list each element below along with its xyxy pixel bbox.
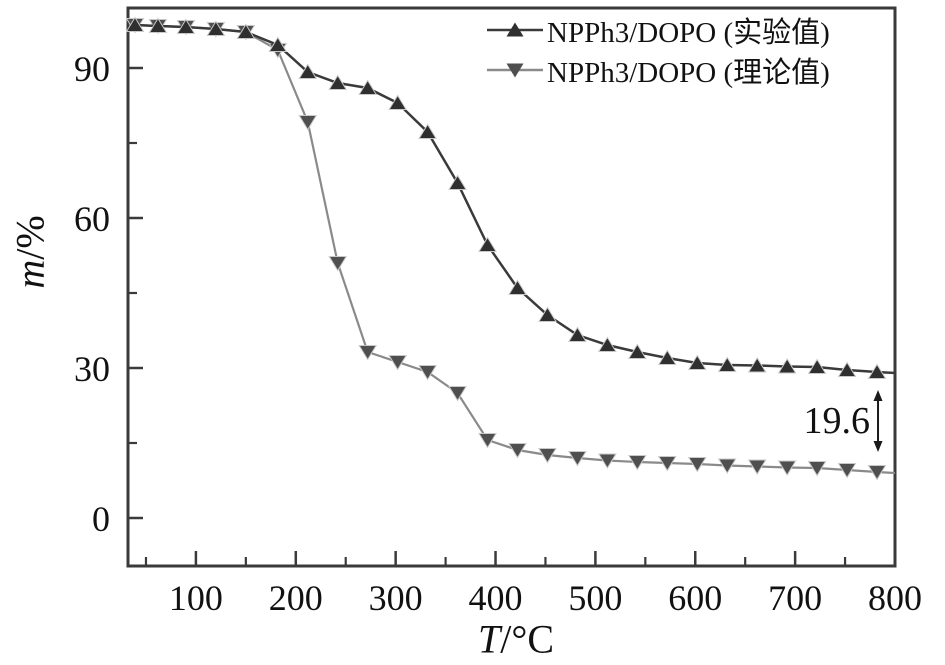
- legend-marker-triangle-down-icon: [487, 63, 543, 78]
- legend-triangle-down-icon: [506, 63, 524, 78]
- x-tick-label: 700: [768, 578, 822, 618]
- legend-triangle-up-icon: [506, 22, 524, 37]
- x-axis-title: T/°C: [478, 616, 554, 663]
- marker-triangle-up: [148, 17, 168, 33]
- arrow-down-head-icon: [873, 441, 883, 452]
- x-tick-label: 100: [169, 578, 223, 618]
- marker-triangle-down: [807, 461, 827, 477]
- y-tick-label: 0: [92, 499, 110, 539]
- marker-triangle-up: [298, 63, 318, 79]
- marker-triangle-down: [627, 455, 647, 471]
- legend-item-experimental: NPPh3/DOPO (实验值): [486, 10, 830, 50]
- marker-triangle-down: [388, 355, 408, 371]
- marker-triangle-up: [597, 336, 617, 352]
- x-tick-label: 200: [269, 578, 323, 618]
- y-tick-label: 90: [74, 49, 110, 89]
- series-experimental: [125, 16, 896, 379]
- marker-triangle-up: [837, 361, 857, 377]
- x-tick-label: 600: [668, 578, 722, 618]
- marker-triangle-up: [206, 20, 226, 36]
- legend-marker-triangle-up-icon: [487, 22, 543, 37]
- legend-label-experimental: NPPh3/DOPO (实验值): [547, 17, 830, 49]
- marker-triangle-up: [236, 23, 256, 39]
- marker-triangle-up: [807, 358, 827, 374]
- marker-triangle-up: [268, 36, 288, 52]
- marker-triangle-up: [328, 74, 348, 90]
- marker-triangle-up: [717, 356, 737, 372]
- marker-triangle-up: [657, 349, 677, 365]
- marker-triangle-up: [176, 18, 196, 34]
- marker-triangle-down: [837, 463, 857, 479]
- marker-triangle-up: [508, 279, 527, 295]
- marker-triangle-down: [478, 433, 497, 449]
- marker-triangle-up: [448, 174, 467, 190]
- legend-label-theoretical: NPPh3/DOPO (理论值): [547, 57, 830, 89]
- x-tick-label: 500: [568, 578, 622, 618]
- series-theoretical: [125, 18, 896, 481]
- series-line: [134, 23, 896, 475]
- marker-triangle-down: [867, 465, 887, 481]
- x-tick-label: 400: [469, 578, 523, 618]
- marker-triangle-up: [568, 326, 587, 342]
- marker-triangle-down: [747, 459, 767, 475]
- marker-triangle-down: [358, 345, 378, 361]
- x-axis-title-symbol: T: [477, 616, 501, 662]
- y-axis-title-symbol: m: [7, 259, 53, 289]
- marker-triangle-down: [508, 443, 527, 459]
- marker-triangle-down: [717, 458, 737, 474]
- marker-triangle-down: [597, 453, 617, 469]
- marker-triangle-up: [538, 306, 557, 322]
- x-axis-title-unit: /°C: [500, 616, 555, 662]
- marker-triangle-down: [657, 456, 677, 472]
- y-tick-label: 30: [74, 349, 110, 389]
- marker-triangle-up: [125, 16, 145, 32]
- x-tick-label: 300: [369, 578, 423, 618]
- difference-annotation: 19.6: [804, 390, 883, 452]
- marker-triangle-up: [627, 343, 647, 359]
- marker-triangle-down: [328, 256, 348, 272]
- marker-triangle-down: [418, 365, 437, 381]
- marker-triangle-up: [747, 357, 767, 373]
- marker-triangle-up: [478, 236, 497, 252]
- marker-triangle-up: [867, 363, 887, 379]
- marker-triangle-up: [687, 354, 707, 370]
- marker-triangle-up: [777, 358, 797, 374]
- marker-triangle-up: [358, 79, 378, 95]
- marker-triangle-down: [568, 451, 587, 467]
- marker-triangle-down: [538, 448, 557, 464]
- y-tick-label: 60: [74, 199, 110, 239]
- marker-triangle-down: [777, 460, 797, 476]
- marker-triangle-up: [418, 123, 437, 139]
- marker-triangle-down: [687, 457, 707, 473]
- legend-item-theoretical: NPPh3/DOPO (理论值): [486, 50, 830, 90]
- y-axis-title-unit: /%: [7, 215, 53, 260]
- legend: NPPh3/DOPO (实验值) NPPh3/DOPO (理论值): [486, 10, 830, 90]
- marker-triangle-down: [298, 115, 318, 131]
- difference-value-label: 19.6: [804, 400, 871, 442]
- plot-frame: [126, 6, 897, 568]
- arrow-up-head-icon: [873, 390, 883, 401]
- marker-triangle-up: [388, 94, 408, 110]
- marker-triangle-down: [448, 386, 467, 402]
- y-axis-title: m/%: [7, 215, 54, 288]
- x-tick-label: 800: [868, 578, 922, 618]
